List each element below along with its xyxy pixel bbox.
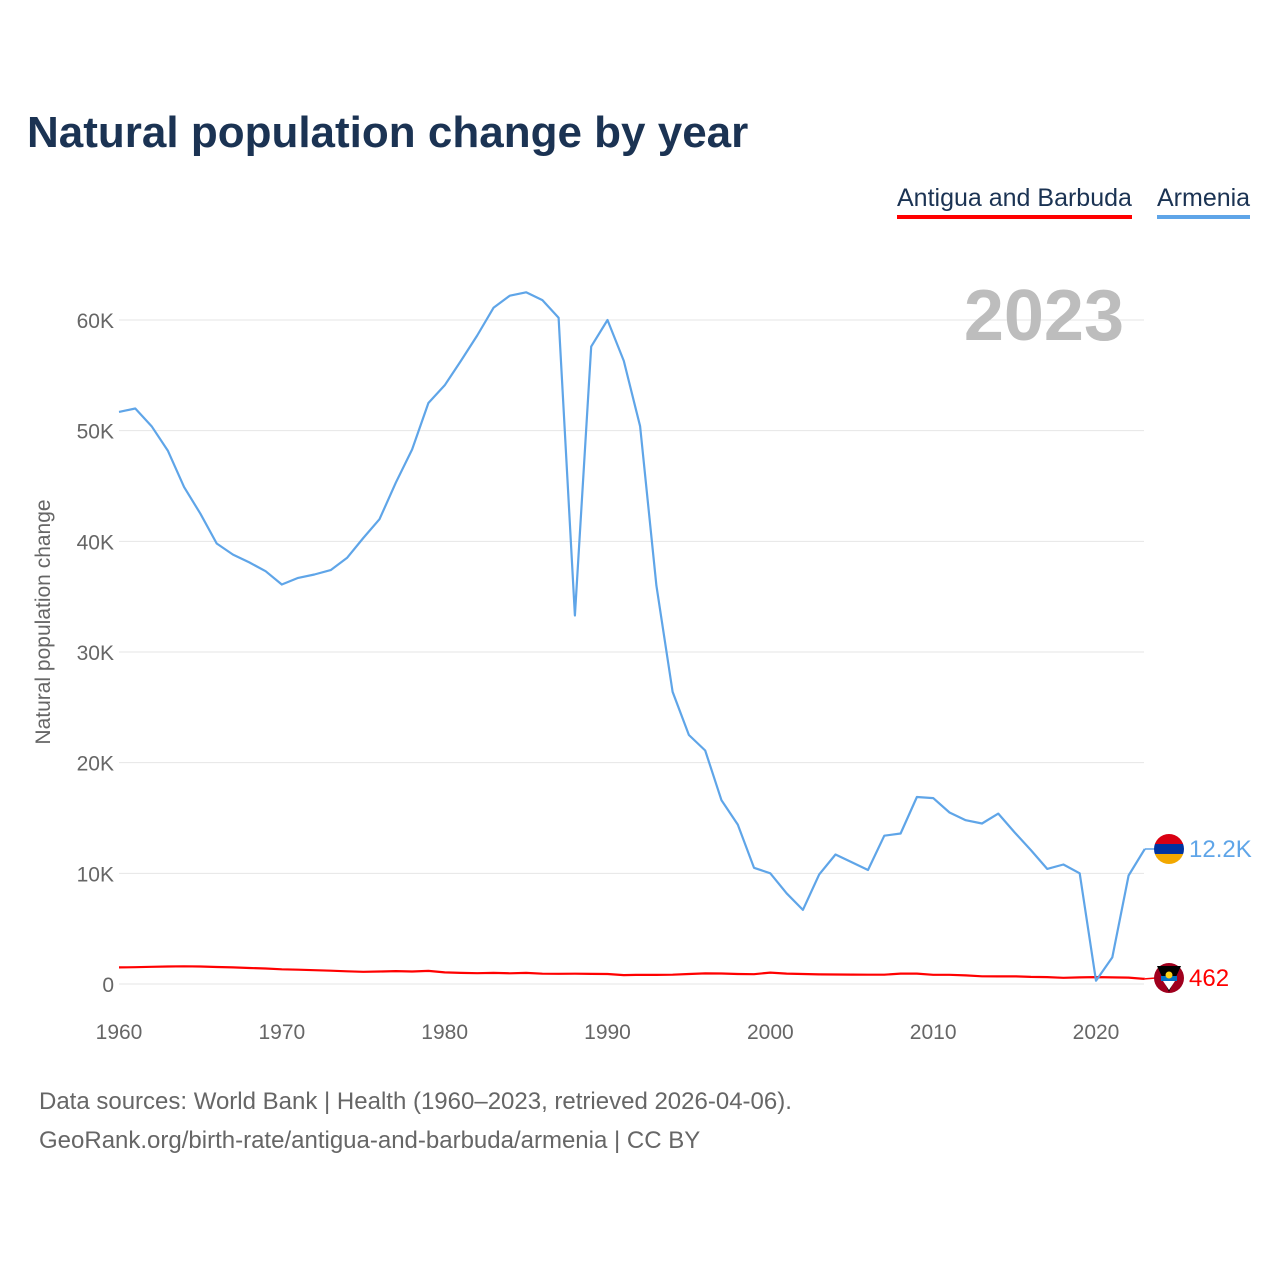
y-tick-label: 40K [77, 531, 114, 554]
flag-red [1154, 833, 1184, 844]
end-value-label: 462 [1189, 965, 1229, 992]
x-tick-label: 1980 [421, 1021, 468, 1044]
x-tick-label: 1990 [584, 1021, 631, 1044]
antigua-flag-icon [1154, 963, 1184, 993]
x-tick-label: 2020 [1073, 1021, 1120, 1044]
year-watermark: 2023 [964, 276, 1124, 356]
legend-antigua-and-barbuda[interactable]: Antigua and Barbuda [897, 184, 1132, 219]
flag-sun [1165, 971, 1173, 979]
legend-armenia[interactable]: Armenia [1157, 184, 1251, 219]
x-tick-label: 1960 [96, 1021, 143, 1044]
y-tick-label: 50K [77, 421, 114, 444]
series-line-0 [118, 965, 1145, 980]
flag-stripes [1154, 833, 1184, 864]
end-value-label: 12.2K [1189, 836, 1252, 863]
flag-blue [1154, 843, 1184, 854]
flag-orange [1154, 853, 1184, 864]
flag-white [1163, 981, 1175, 990]
x-tick-label: 2010 [910, 1021, 957, 1044]
x-tick-label: 2000 [747, 1021, 794, 1044]
source-line-2[interactable]: GeoRank.org/birth-rate/antigua-and-barbu… [39, 1127, 701, 1154]
y-axis-label: Natural population change [32, 499, 55, 744]
y-tick-label: 30K [77, 642, 114, 665]
y-tick-label: 60K [77, 310, 114, 333]
chart-title: Natural population change by year [27, 108, 749, 157]
x-tick-label: 1970 [258, 1021, 305, 1044]
armenia-flag-icon [1154, 833, 1184, 864]
source-line-1: Data sources: World Bank | Health (1960–… [39, 1088, 792, 1115]
y-tick-label: 0 [102, 974, 114, 997]
y-tick-label: 20K [77, 753, 114, 776]
series-line-1 [118, 291, 1146, 982]
y-tick-label: 10K [77, 863, 114, 886]
